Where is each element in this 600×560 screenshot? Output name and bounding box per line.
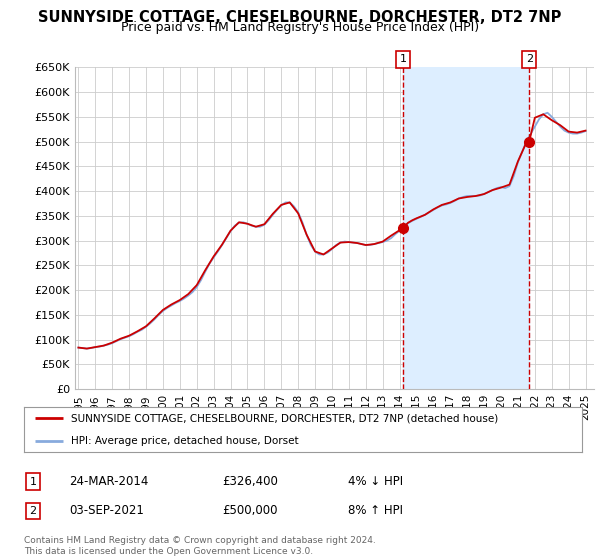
Text: 1: 1 — [29, 477, 37, 487]
Text: 1: 1 — [400, 54, 407, 64]
Text: SUNNYSIDE COTTAGE, CHESELBOURNE, DORCHESTER, DT2 7NP: SUNNYSIDE COTTAGE, CHESELBOURNE, DORCHES… — [38, 10, 562, 25]
Bar — [403, 67, 529, 389]
Text: 2: 2 — [29, 506, 37, 516]
Text: £500,000: £500,000 — [222, 504, 277, 517]
Text: Contains HM Land Registry data © Crown copyright and database right 2024.
This d: Contains HM Land Registry data © Crown c… — [24, 536, 376, 556]
Text: SUNNYSIDE COTTAGE, CHESELBOURNE, DORCHESTER, DT2 7NP (detached house): SUNNYSIDE COTTAGE, CHESELBOURNE, DORCHES… — [71, 413, 499, 423]
Text: 24-MAR-2014: 24-MAR-2014 — [69, 475, 148, 488]
Text: 8% ↑ HPI: 8% ↑ HPI — [348, 504, 403, 517]
Text: 4% ↓ HPI: 4% ↓ HPI — [348, 475, 403, 488]
Text: HPI: Average price, detached house, Dorset: HPI: Average price, detached house, Dors… — [71, 436, 299, 446]
Text: £326,400: £326,400 — [222, 475, 278, 488]
Text: 2: 2 — [526, 54, 533, 64]
Text: 03-SEP-2021: 03-SEP-2021 — [69, 504, 144, 517]
Text: Price paid vs. HM Land Registry's House Price Index (HPI): Price paid vs. HM Land Registry's House … — [121, 21, 479, 34]
